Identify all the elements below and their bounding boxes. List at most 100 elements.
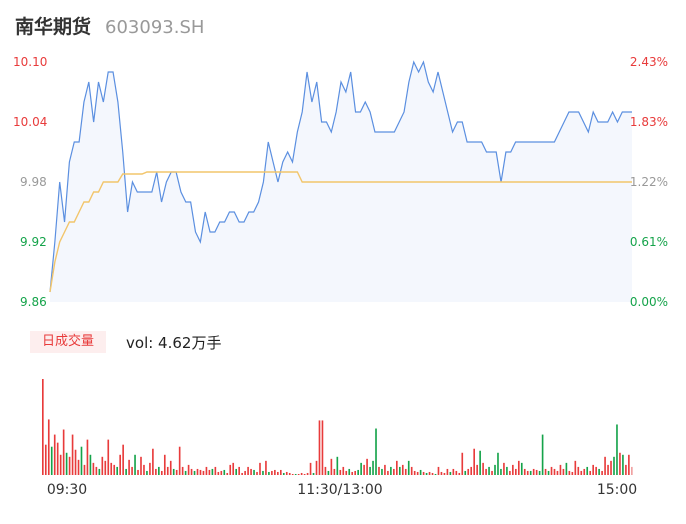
volume-bar <box>244 470 246 475</box>
volume-bar <box>146 470 148 475</box>
volume-bar <box>321 420 324 475</box>
volume-bar <box>369 466 371 475</box>
volume-bar <box>431 472 434 475</box>
volume-bar <box>315 460 318 475</box>
volume-bar <box>574 460 577 475</box>
volume-bar <box>330 458 333 475</box>
volume-bar <box>184 470 187 475</box>
volume-bar <box>214 466 217 475</box>
volume-bar <box>467 468 470 475</box>
volume-bar <box>351 471 354 475</box>
volume-bar <box>152 448 154 475</box>
volume-bar <box>324 466 327 475</box>
volume-bar <box>357 469 359 475</box>
volume-bar <box>422 471 425 475</box>
volume-bar <box>607 464 609 475</box>
volume-bar <box>348 468 351 475</box>
volume-bar <box>42 379 44 475</box>
volume-bar <box>393 468 395 475</box>
volume-bar <box>500 468 502 475</box>
volume-bar <box>598 468 600 475</box>
volume-bar <box>128 459 130 475</box>
volume-bar <box>98 468 101 475</box>
price-tick-label: 10.04 <box>13 115 47 129</box>
volume-bar <box>268 471 270 475</box>
volume-bar <box>282 472 285 475</box>
volume-bar <box>77 459 80 475</box>
time-tick-label: 09:30 <box>47 482 87 498</box>
volume-bar <box>113 464 116 475</box>
volume-bar <box>419 469 422 475</box>
volume-bar <box>104 460 107 475</box>
volume-bar <box>131 466 133 475</box>
percent-tick-label: 0.61% <box>630 235 668 249</box>
volume-bar <box>425 472 428 475</box>
volume-bar <box>547 470 550 475</box>
time-axis: 09:30 11:30/13:00 15:00 <box>47 482 637 498</box>
volume-bar <box>387 470 389 475</box>
volume-bar <box>253 469 255 475</box>
volume-bar <box>65 452 68 475</box>
volume-bar <box>482 462 484 475</box>
volume-bar <box>205 466 208 475</box>
volume-bar <box>512 464 514 475</box>
volume-bar <box>616 424 618 475</box>
volume-bar <box>586 466 589 475</box>
volume-bar <box>232 462 235 475</box>
time-tick-label: 15:00 <box>597 482 637 498</box>
volume-bar <box>583 468 586 475</box>
volume-bar <box>190 468 193 475</box>
volume-bar <box>303 473 306 475</box>
volume-bar <box>259 462 261 475</box>
volume-bar <box>196 468 199 475</box>
volume-bar <box>187 464 190 475</box>
volume-bar <box>375 428 377 475</box>
volume-bar <box>494 464 496 475</box>
volume-bar <box>619 452 621 475</box>
volume-bar <box>306 472 309 475</box>
volume-bar <box>211 468 214 475</box>
volume-bar <box>271 470 273 475</box>
volume-bar <box>428 471 431 475</box>
volume-bar <box>506 466 508 475</box>
volume-bar <box>503 462 505 475</box>
volume-bar <box>354 470 356 475</box>
volume-bar <box>479 450 481 475</box>
volume-bar <box>544 468 547 475</box>
volume-bar <box>384 464 386 475</box>
average-price-line <box>49 171 632 293</box>
volume-bar <box>250 468 252 475</box>
volume-bar <box>509 470 511 475</box>
percent-tick-label: 2.43% <box>630 55 668 69</box>
volume-bar <box>553 468 556 475</box>
volume-bar <box>401 464 404 475</box>
volume-bar <box>378 466 380 475</box>
volume-bar <box>199 469 202 475</box>
volume-bar <box>294 473 297 475</box>
volume-bar <box>416 471 419 475</box>
volume-bar <box>461 452 464 475</box>
volume-bar <box>473 448 475 475</box>
volume-bar <box>396 460 398 475</box>
volume-bar <box>372 460 374 475</box>
volume-bar <box>613 456 615 475</box>
volume-bar <box>404 468 407 475</box>
volume-bar <box>485 468 487 475</box>
volume-bar <box>601 470 603 475</box>
volume-bar <box>363 464 365 475</box>
volume-bar <box>47 419 50 475</box>
volume-bar <box>262 470 264 475</box>
volume-bar <box>169 460 172 475</box>
volume-bar <box>562 468 565 475</box>
volume-bar <box>226 472 229 475</box>
price-axis-left: 10.10 10.04 9.98 9.92 9.86 <box>13 55 47 309</box>
volume-bar <box>202 470 205 475</box>
volume-bar <box>398 466 401 475</box>
volume-bar <box>571 471 574 475</box>
volume-bar <box>577 466 580 475</box>
volume-bar <box>550 466 553 475</box>
volume-bar <box>137 469 139 475</box>
volume-bar <box>339 469 342 475</box>
volume-bar <box>437 466 440 475</box>
